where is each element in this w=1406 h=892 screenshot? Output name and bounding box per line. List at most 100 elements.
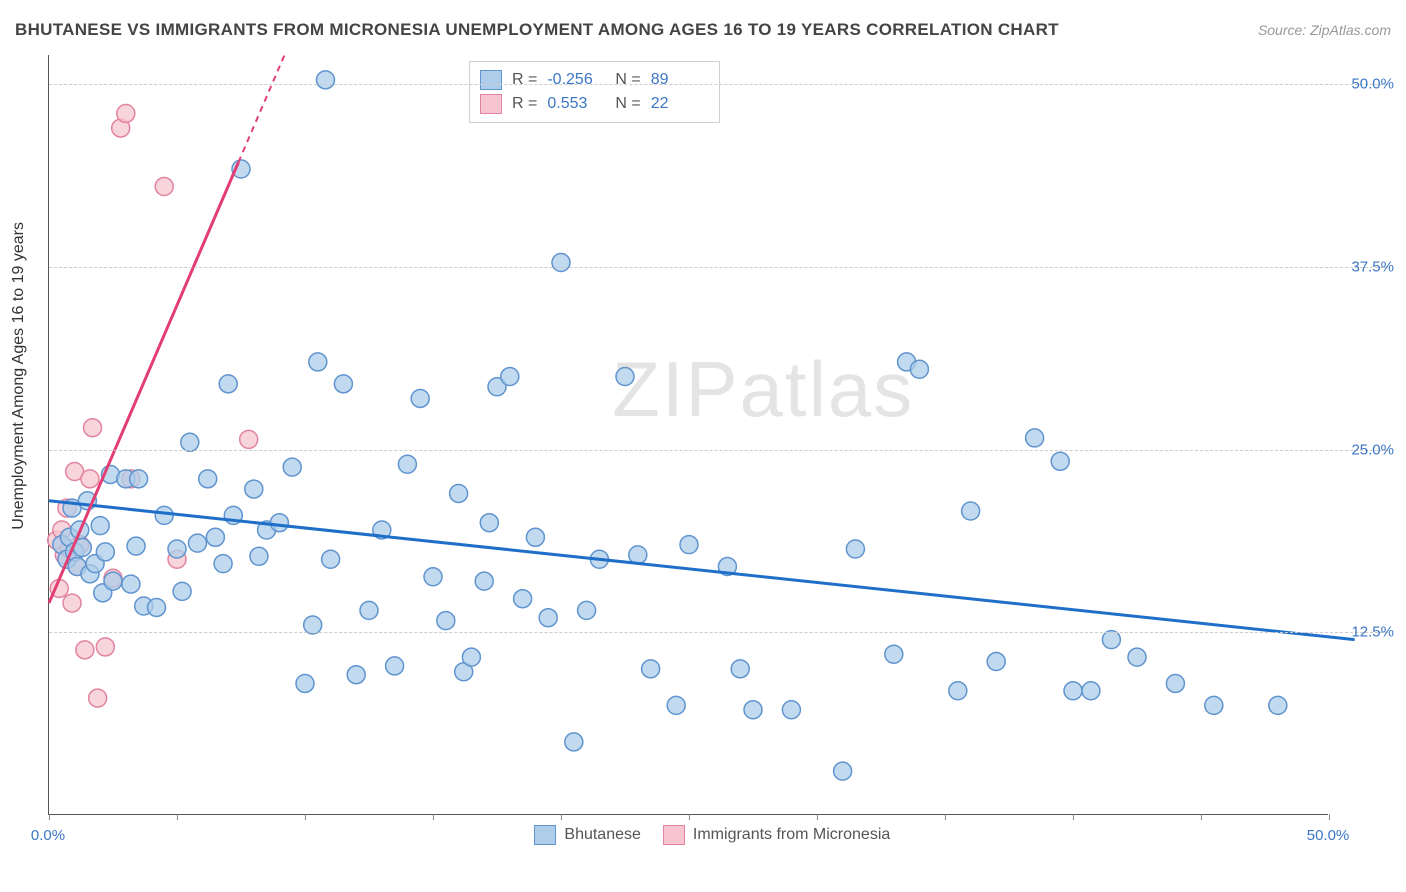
y-axis-label: Unemployment Among Ages 16 to 19 years	[10, 222, 28, 530]
x-tick	[561, 814, 562, 820]
data-point	[782, 701, 800, 719]
data-point	[398, 455, 416, 473]
data-point	[63, 594, 81, 612]
data-point	[565, 733, 583, 751]
data-point	[122, 575, 140, 593]
data-point	[539, 609, 557, 627]
data-point	[296, 674, 314, 692]
stat-r-value: -0.256	[547, 71, 605, 89]
data-point	[910, 360, 928, 378]
data-point	[846, 540, 864, 558]
data-point	[245, 480, 263, 498]
data-point	[475, 572, 493, 590]
x-tick	[305, 814, 306, 820]
data-point	[1064, 682, 1082, 700]
legend-correlation-box: R =-0.256N =89R =0.553N =22	[469, 61, 720, 123]
legend-swatch	[663, 825, 685, 845]
data-point	[1051, 452, 1069, 470]
data-point	[168, 540, 186, 558]
gridline-h	[49, 267, 1388, 268]
data-point	[731, 660, 749, 678]
stat-r-label: R =	[512, 71, 537, 89]
source-attribution: Source: ZipAtlas.com	[1258, 22, 1391, 38]
data-point	[322, 550, 340, 568]
data-point	[219, 375, 237, 393]
data-point	[309, 353, 327, 371]
data-point	[450, 484, 468, 502]
data-point	[949, 682, 967, 700]
x-tick	[1073, 814, 1074, 820]
legend-stat-row: R =0.553N =22	[480, 92, 709, 116]
stat-r-value: 0.553	[547, 95, 605, 113]
data-point	[96, 638, 114, 656]
data-point	[81, 470, 99, 488]
data-point	[962, 502, 980, 520]
data-point	[96, 543, 114, 561]
data-point	[104, 572, 122, 590]
data-point	[1166, 674, 1184, 692]
data-point	[578, 601, 596, 619]
legend-series-label: Bhutanese	[564, 826, 641, 844]
x-tick	[177, 814, 178, 820]
data-point	[250, 547, 268, 565]
x-tick	[49, 814, 50, 820]
trend-line-dashed	[238, 55, 284, 162]
y-tick-label: 25.0%	[1351, 441, 1394, 458]
legend-stat-row: R =-0.256N =89	[480, 68, 709, 92]
legend-series-item: Immigrants from Micronesia	[663, 825, 890, 845]
x-tick	[1201, 814, 1202, 820]
data-point	[834, 762, 852, 780]
data-point	[885, 645, 903, 663]
stat-n-label: N =	[615, 95, 640, 113]
data-point	[316, 71, 334, 89]
data-point	[1026, 429, 1044, 447]
legend-series-label: Immigrants from Micronesia	[693, 826, 890, 844]
x-tick	[1329, 814, 1330, 820]
data-point	[347, 666, 365, 684]
data-point	[155, 506, 173, 524]
gridline-h	[49, 84, 1388, 85]
data-point	[117, 104, 135, 122]
data-point	[514, 590, 532, 608]
data-point	[526, 528, 544, 546]
trend-line	[49, 501, 1355, 640]
chart-svg	[49, 55, 1406, 817]
data-point	[84, 419, 102, 437]
gridline-h	[49, 632, 1388, 633]
data-point	[680, 536, 698, 554]
data-point	[462, 648, 480, 666]
data-point	[411, 389, 429, 407]
stat-n-value: 22	[651, 95, 709, 113]
data-point	[424, 568, 442, 586]
x-tick	[817, 814, 818, 820]
gridline-h	[49, 450, 1388, 451]
data-point	[552, 254, 570, 272]
data-point	[214, 555, 232, 573]
legend-series: Bhutanese Immigrants from Micronesia	[534, 825, 890, 845]
legend-swatch	[534, 825, 556, 845]
plot-area: R =-0.256N =89R =0.553N =22 ZIPatlas 12.…	[48, 55, 1328, 815]
x-tick	[945, 814, 946, 820]
x-tick	[433, 814, 434, 820]
x-tick-label: 50.0%	[1307, 827, 1350, 844]
data-point	[1102, 631, 1120, 649]
data-point	[1128, 648, 1146, 666]
data-point	[206, 528, 224, 546]
data-point	[1082, 682, 1100, 700]
data-point	[744, 701, 762, 719]
legend-swatch	[480, 94, 502, 114]
data-point	[437, 612, 455, 630]
data-point	[334, 375, 352, 393]
data-point	[91, 517, 109, 535]
x-tick-label: 0.0%	[31, 827, 65, 844]
data-point	[155, 178, 173, 196]
data-point	[386, 657, 404, 675]
data-point	[173, 582, 191, 600]
data-point	[501, 368, 519, 386]
legend-series-item: Bhutanese	[534, 825, 641, 845]
data-point	[642, 660, 660, 678]
x-tick	[689, 814, 690, 820]
data-point	[148, 598, 166, 616]
data-point	[283, 458, 301, 476]
data-point	[616, 368, 634, 386]
